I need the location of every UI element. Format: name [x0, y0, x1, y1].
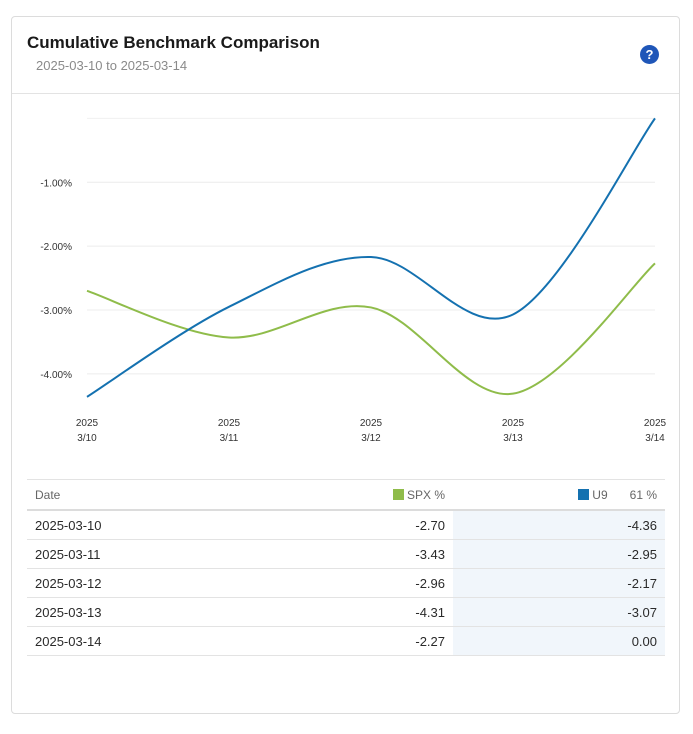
row-date: 2025-03-10 [27, 510, 243, 540]
card-title: Cumulative Benchmark Comparison [27, 33, 320, 52]
row-u9-value: -2.95 [453, 539, 665, 569]
y-tick-label: -3.00% [40, 306, 72, 317]
x-tick-day: 3/10 [77, 433, 97, 444]
row-spx-value: -2.70 [243, 510, 453, 540]
series-line-spx [86, 262, 656, 395]
table-row: 2025-03-12 -2.96 -2.17 [27, 568, 665, 598]
x-tick-year: 2025 [76, 418, 99, 429]
x-tick-day: 3/13 [503, 433, 523, 444]
row-date: 2025-03-12 [27, 568, 243, 598]
x-axis-ticks: 2025 3/10 2025 3/11 2025 3/12 2025 3/13 2025 3/14 [76, 418, 667, 444]
table-row: 2025-03-11 -3.43 -2.95 [27, 539, 665, 569]
x-tick-day: 3/12 [361, 433, 381, 444]
table-row: 2025-03-10 -2.70 -4.36 [27, 510, 665, 540]
chart-gridlines [87, 117, 655, 375]
x-tick-year: 2025 [360, 418, 383, 429]
row-spx-value: -4.31 [243, 597, 453, 627]
spx-column-header: SPX % [243, 479, 453, 511]
u9-column-header: U9 61 % [453, 479, 665, 511]
benchmark-table: Date SPX % U9 61 % 2025-03-10 -2.70 -4.36… [27, 479, 665, 656]
date-range-subtitle: 2025-03-10 to 2025-03-14 [36, 58, 188, 73]
help-icon[interactable]: ? [640, 45, 659, 64]
x-tick-year: 2025 [644, 418, 667, 429]
u9-column-percent: 61 % [629, 487, 657, 502]
series-line-u9 [86, 117, 656, 398]
y-tick-label: -1.00% [40, 178, 72, 189]
date-column-header: Date [27, 479, 243, 511]
y-tick-label: -4.00% [40, 370, 72, 381]
y-tick-label: -2.00% [40, 242, 72, 253]
table-row: 2025-03-13 -4.31 -3.07 [27, 597, 665, 627]
table-row: 2025-03-14 -2.27 0.00 [27, 626, 665, 656]
spx-swatch [392, 488, 404, 500]
y-axis-ticks: -4.00% -3.00% -2.00% -1.00% [40, 178, 72, 381]
line-chart: -4.00% -3.00% -2.00% -1.00% 2025 3/10 2025 3/1… [40, 117, 667, 444]
row-spx-value: -2.96 [243, 568, 453, 598]
row-date: 2025-03-14 [27, 626, 243, 656]
table-header-row: Date SPX % U9 61 % [27, 479, 665, 511]
row-u9-value: -4.36 [453, 510, 665, 540]
row-spx-value: -2.27 [243, 626, 453, 656]
row-spx-value: -3.43 [243, 539, 453, 569]
row-date: 2025-03-11 [27, 539, 243, 569]
x-tick-day: 3/14 [645, 433, 665, 444]
card-header: Cumulative Benchmark Comparison 2025-03-… [12, 17, 679, 94]
row-date: 2025-03-13 [27, 597, 243, 627]
x-tick-day: 3/11 [220, 433, 239, 444]
row-u9-value: -3.07 [453, 597, 665, 627]
x-tick-year: 2025 [218, 418, 241, 429]
u9-swatch [578, 488, 590, 500]
row-u9-value: -2.17 [453, 568, 665, 598]
u9-column-label: U9 [592, 487, 608, 502]
row-u9-value: 0.00 [453, 626, 665, 656]
chart-series [86, 117, 656, 398]
x-tick-year: 2025 [502, 418, 525, 429]
spx-column-label: SPX % [406, 487, 445, 502]
